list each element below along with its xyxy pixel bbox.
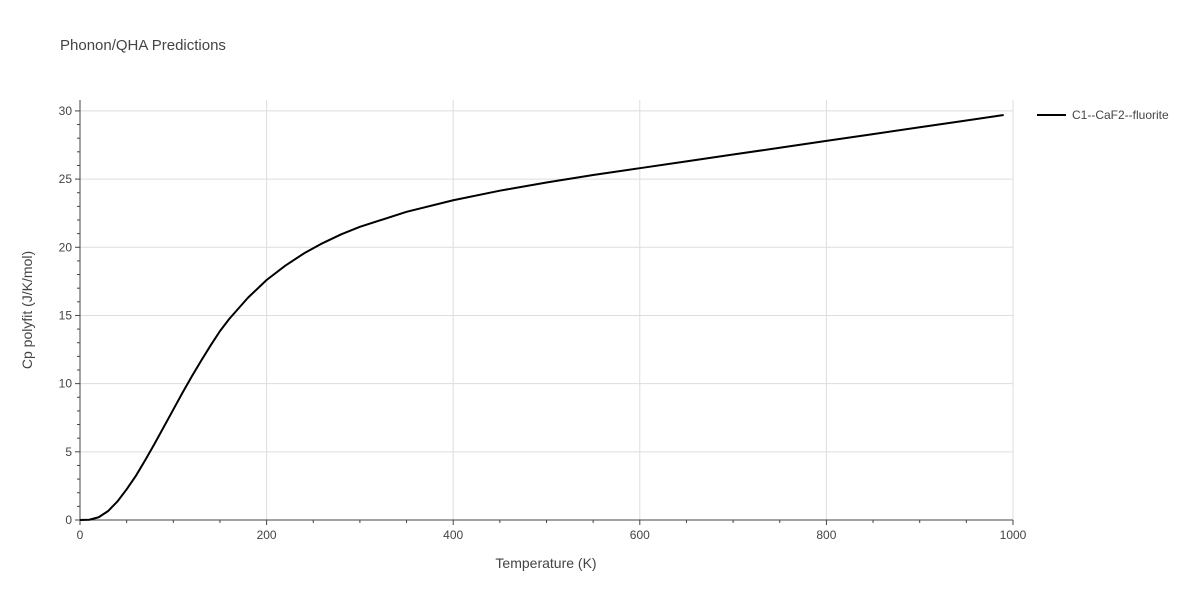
grid-layer: [80, 100, 1014, 520]
y-tick-label: 25: [59, 172, 73, 186]
x-tick-label: 400: [443, 528, 463, 542]
y-tick-label: 15: [59, 308, 73, 322]
y-axis-title: Cp polyfit (J/K/mol): [19, 251, 35, 369]
y-tick-label: 20: [59, 240, 73, 254]
axis-layer: 0 200 400 600 800 1000 0 5 10 15 20 25 30: [59, 100, 1027, 542]
y-tick-label: 0: [65, 513, 72, 527]
series-layer: [79, 114, 1004, 521]
x-tick-label: 200: [257, 528, 277, 542]
x-axis-title: Temperature (K): [495, 555, 596, 571]
legend: C1--CaF2--fluorite: [1037, 108, 1169, 122]
x-tick-label: 1000: [1000, 528, 1027, 542]
y-tick-label: 30: [59, 104, 73, 118]
y-tick-label: 10: [59, 377, 73, 391]
x-tick-label: 600: [630, 528, 650, 542]
x-tick-label: 0: [77, 528, 84, 542]
x-tick-label: 800: [816, 528, 836, 542]
chart-title: Phonon/QHA Predictions: [60, 37, 226, 54]
series-line: [79, 114, 1004, 521]
legend-label: C1--CaF2--fluorite: [1072, 108, 1169, 122]
y-tick-label: 5: [65, 445, 72, 459]
